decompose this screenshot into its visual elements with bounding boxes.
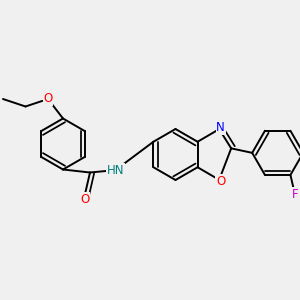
Text: N: N bbox=[216, 121, 225, 134]
Text: O: O bbox=[216, 175, 225, 188]
Text: O: O bbox=[80, 193, 89, 206]
Text: O: O bbox=[44, 92, 52, 106]
Text: F: F bbox=[292, 188, 298, 201]
Text: HN: HN bbox=[107, 164, 124, 177]
